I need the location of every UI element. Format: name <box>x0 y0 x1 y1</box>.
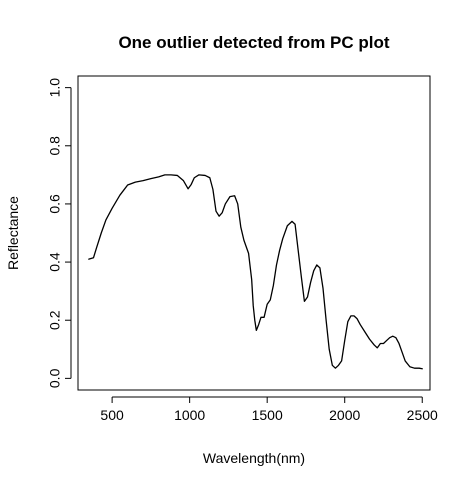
x-tick-label: 1000 <box>174 407 205 423</box>
y-tick-label: 0.2 <box>47 310 63 330</box>
y-tick-label: 0.0 <box>47 368 63 388</box>
series-layer <box>88 174 423 370</box>
y-tick-label: 0.6 <box>47 194 63 214</box>
y-axis-label: Reflectance <box>5 196 21 270</box>
chart-title: One outlier detected from PC plot <box>118 33 389 52</box>
y-axis: 0.0 0.2 0.4 0.6 0.8 1.0 <box>47 78 72 388</box>
reflectance-series-line <box>88 174 423 370</box>
y-tick-label: 0.8 <box>47 136 63 156</box>
x-tick-label: 2000 <box>329 407 360 423</box>
plot-frame <box>77 75 431 391</box>
x-axis: 500 1000 1500 2000 2500 <box>100 396 438 423</box>
x-axis-label: Wavelength(nm) <box>203 450 305 466</box>
y-tick-label: 1.0 <box>47 78 63 98</box>
y-tick-label: 0.4 <box>47 252 63 272</box>
x-tick-label: 2500 <box>407 407 438 423</box>
x-tick-label: 1500 <box>252 407 283 423</box>
x-tick-label: 500 <box>100 407 124 423</box>
